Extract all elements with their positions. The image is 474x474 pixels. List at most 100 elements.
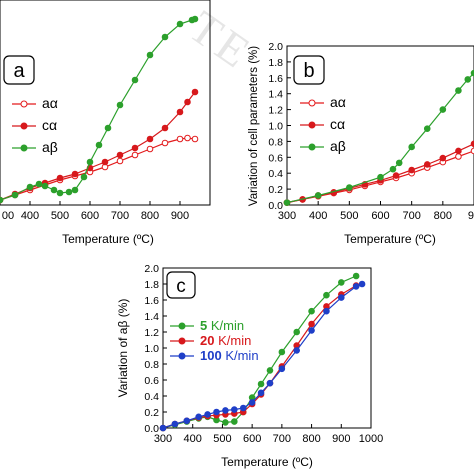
data-point [56,174,64,182]
panel-c-label-box: c [166,271,196,299]
legend-marker [308,121,316,129]
y-tick-label: 0.0 [268,200,283,212]
data-point [314,192,322,199]
panel-b-label-box: b [293,55,325,85]
data-point [101,158,109,166]
panel-a-label-box: a [3,55,35,85]
data-point [35,180,43,188]
legend-label: aβ [42,139,58,155]
data-point [423,125,431,132]
data-point [352,272,360,280]
x-tick-label: 700 [402,210,420,222]
data-point [389,165,397,173]
y-tick-label: 1.4 [268,89,283,101]
panel-b-y-axis-label: Variation of cell parameters (%) [248,46,260,206]
x-tick-label: 800 [434,210,452,222]
legend-label: cα [42,117,57,133]
data-point [65,188,73,196]
panel-b-x-ticks: 300 400 500 600 700 800 90 [278,201,474,222]
data-point [239,404,247,412]
panel-b-series [283,69,474,206]
data-point [293,328,301,336]
data-point [86,158,94,166]
y-tick-label: 0.8 [144,359,159,371]
y-tick-label: 2.0 [268,41,283,53]
data-point [116,101,124,109]
data-point [470,140,474,148]
data-point [131,144,139,152]
x-tick-label: 90 [468,210,474,222]
legend-label: 5 K/min [200,318,244,333]
panel-a: a 00 400 500 600 700 800 900 Temperature (ºC) … [0,0,211,246]
legend-label: aβ [330,138,346,154]
data-point [131,151,139,159]
data-point [377,173,384,181]
panel-c-label: c [176,276,186,297]
y-tick-label: 0.4 [268,168,283,180]
x-tick-label: 500 [51,210,69,222]
panel-c: c 0.0 0.2 0.4 0.6 0.8 1.0 1.2 1.4 1.6 1.8 2.0 300 4… [116,263,383,469]
data-point [323,307,330,315]
data-point [308,327,315,334]
data-point [231,418,238,425]
data-point [439,106,447,113]
data-point [131,76,139,84]
data-point [56,189,64,197]
panel-b-label: b [303,60,314,82]
data-point [116,151,124,159]
x-tick-label: 700 [111,210,129,222]
x-tick-label: 1000 [359,433,383,445]
data-point [71,186,79,194]
series-line [286,143,474,204]
data-point [455,153,462,160]
data-point [146,135,154,143]
panel-c-x-axis-label: Temperature (ºC) [221,455,313,469]
data-point [222,419,229,426]
legend-marker [20,122,28,130]
y-tick-label: 1.4 [144,311,159,323]
legend-marker [308,99,316,107]
data-point [195,413,202,421]
data-point [257,389,265,397]
panel-b-legend: aα cα aβ [300,94,346,154]
data-point [176,135,184,143]
x-tick-label: 400 [309,210,327,222]
data-point [337,294,345,301]
data-point [308,320,315,328]
y-tick-label: 0.4 [144,391,159,403]
legend-label: aα [330,94,346,110]
data-point [159,424,167,432]
data-point [278,348,286,356]
legend-marker [178,322,186,330]
data-point [455,87,462,94]
data-point [50,186,58,194]
data-point [346,184,353,191]
y-tick-label: 1.0 [144,343,159,355]
data-point [71,170,79,178]
data-point [204,411,211,418]
data-point [408,143,415,151]
x-tick-label: 300 [278,210,296,222]
data-point [80,173,88,181]
x-tick-label: 900 [171,210,189,222]
y-tick-label: 1.2 [268,105,283,117]
legend-marker [308,143,316,151]
data-point [184,134,191,142]
data-point [395,159,403,167]
legend-label: 100 K/min [200,348,259,363]
y-tick-label: 1.6 [268,73,283,85]
data-point [104,124,112,132]
data-point [248,399,256,406]
data-point [213,408,220,416]
panel-a-series [0,15,199,204]
data-point [455,147,462,155]
panel-b-y-ticks: 0.0 0.2 0.4 0.6 0.8 1.0 1.2 1.4 1.6 1.8 2.0 [268,41,291,212]
y-tick-label: 0.2 [144,407,159,419]
x-tick-label: 600 [371,210,389,222]
x-tick-label: 500 [340,210,358,222]
data-point [337,279,345,286]
data-point [191,88,199,96]
data-point [293,347,301,354]
panel-b: b 0.0 0.2 0.4 0.6 0.8 1.0 1.2 1.4 1.6 1.8 2.0 300 4… [248,41,474,246]
